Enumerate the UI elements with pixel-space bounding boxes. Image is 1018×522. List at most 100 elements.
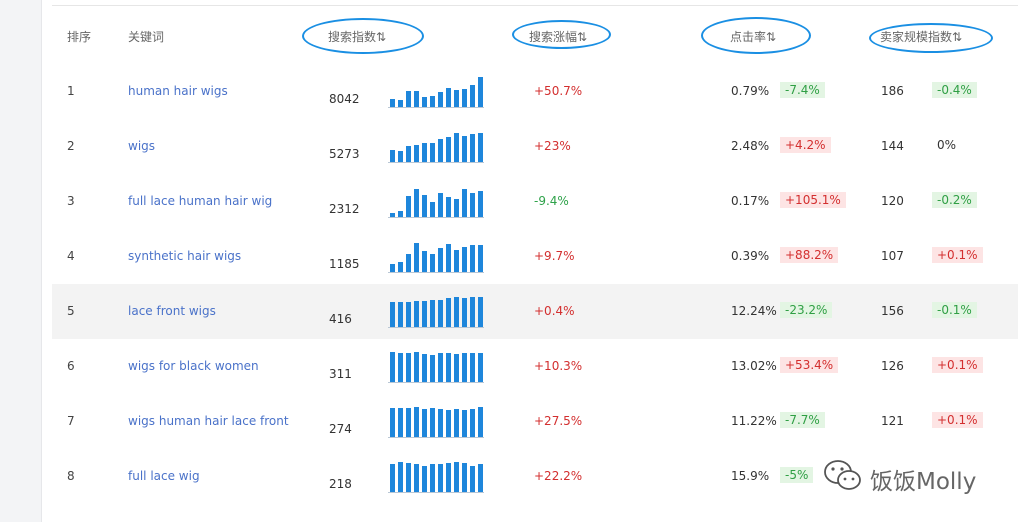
ctr-change-badge: -23.2% bbox=[780, 302, 833, 318]
divider bbox=[52, 5, 1018, 6]
sparkline-bar bbox=[446, 353, 451, 382]
sparkline bbox=[388, 407, 484, 438]
table-row: 7 wigs human hair lace front 274 +27.5% 11.2… bbox=[52, 394, 1018, 449]
sparkline bbox=[388, 243, 484, 273]
sparkline-bar bbox=[462, 247, 467, 272]
keyword-link[interactable]: full lace wig bbox=[128, 469, 200, 483]
search-growth-value: +9.7% bbox=[534, 249, 575, 263]
sparkline-bar bbox=[398, 353, 403, 382]
sparkline-bar bbox=[430, 202, 435, 217]
search-index-value: 2312 bbox=[329, 202, 360, 216]
header-rank: 排序 bbox=[67, 30, 92, 44]
search-growth-value: +50.7% bbox=[534, 84, 583, 98]
header-search-growth[interactable]: 搜索涨幅⇅ bbox=[529, 30, 588, 44]
sparkline-bar bbox=[414, 464, 419, 492]
table-row: 4 synthetic hair wigs 1185 +9.7% 0.39% +88.2%… bbox=[52, 229, 1018, 284]
table-row: 1 human hair wigs 8042 +50.7% 0.79% -7.4% 186 -… bbox=[52, 64, 1018, 119]
sparkline-bar bbox=[462, 463, 467, 492]
keyword-link[interactable]: wigs bbox=[128, 139, 156, 153]
sparkline-bar bbox=[438, 139, 443, 162]
keyword-link[interactable]: human hair wigs bbox=[128, 84, 228, 98]
header-seller-scale[interactable]: 卖家规模指数⇅ bbox=[880, 30, 963, 44]
sparkline-bar bbox=[406, 91, 411, 107]
sparkline-bar bbox=[398, 408, 403, 437]
sparkline-bar bbox=[438, 409, 443, 437]
seller-scale-value: 120 bbox=[881, 194, 904, 208]
seller-scale-value: 156 bbox=[881, 304, 904, 318]
header-keyword: 关键词 bbox=[128, 30, 165, 44]
sparkline-bar bbox=[470, 409, 475, 437]
sparkline-bar bbox=[422, 251, 427, 272]
sparkline-bar bbox=[414, 243, 419, 272]
seller-scale-change-badge: +0.1% bbox=[932, 412, 983, 428]
search-growth-value: +22.2% bbox=[534, 469, 583, 483]
seller-scale-value: 107 bbox=[881, 249, 904, 263]
search-growth-value: +10.3% bbox=[534, 359, 583, 373]
seller-scale-change-badge: +0.1% bbox=[932, 247, 983, 263]
watermark-text: 饭饭Molly bbox=[870, 469, 977, 495]
sparkline-bar bbox=[430, 464, 435, 492]
header-search-index[interactable]: 搜索指数⇅ bbox=[328, 30, 387, 44]
sparkline-bar bbox=[446, 463, 451, 492]
sparkline-bar bbox=[446, 410, 451, 437]
ctr-change-badge: +4.2% bbox=[780, 137, 831, 153]
sparkline-bar bbox=[478, 133, 483, 162]
sparkline-bar bbox=[438, 193, 443, 217]
sparkline-bar bbox=[390, 213, 395, 217]
sparkline-bar bbox=[422, 354, 427, 382]
sparkline-bar bbox=[478, 245, 483, 272]
sparkline-bar bbox=[470, 353, 475, 382]
sparkline-bar bbox=[422, 97, 427, 107]
keyword-link[interactable]: lace front wigs bbox=[128, 304, 216, 318]
ctr-value: 12.24% bbox=[731, 304, 777, 318]
rank-cell: 3 bbox=[67, 194, 75, 208]
wechat-icon bbox=[824, 460, 861, 490]
sparkline-bar bbox=[422, 409, 427, 437]
ctr-change-badge: -7.4% bbox=[780, 82, 825, 98]
seller-scale-change-badge: -0.2% bbox=[932, 192, 977, 208]
sparkline-bar bbox=[462, 410, 467, 437]
sparkline-bar bbox=[478, 353, 483, 382]
sparkline bbox=[388, 462, 484, 493]
keyword-link[interactable]: wigs human hair lace front bbox=[128, 414, 289, 428]
rank-cell: 2 bbox=[67, 139, 75, 153]
search-index-value: 416 bbox=[329, 312, 352, 326]
keyword-link[interactable]: synthetic hair wigs bbox=[128, 249, 242, 263]
search-index-value: 311 bbox=[329, 367, 352, 381]
sparkline-bar bbox=[406, 196, 411, 217]
keyword-link[interactable]: full lace human hair wig bbox=[128, 194, 273, 208]
ctr-value: 2.48% bbox=[731, 139, 770, 153]
sparkline-bar bbox=[422, 466, 427, 492]
sparkline-bar bbox=[390, 352, 395, 382]
sparkline-bar bbox=[406, 408, 411, 437]
sparkline-bar bbox=[446, 298, 451, 327]
rank-cell: 6 bbox=[67, 359, 75, 373]
sparkline-bar bbox=[430, 254, 435, 272]
sparkline-bar bbox=[462, 353, 467, 382]
rank-cell: 8 bbox=[67, 469, 75, 483]
ctr-value: 13.02% bbox=[731, 359, 777, 373]
sparkline-bar bbox=[454, 250, 459, 272]
sparkline-bar bbox=[478, 191, 483, 217]
keyword-link[interactable]: wigs for black women bbox=[128, 359, 259, 373]
sparkline-bar bbox=[446, 88, 451, 107]
sparkline-bar bbox=[414, 301, 419, 327]
sparkline-bar bbox=[430, 355, 435, 382]
search-growth-value: +23% bbox=[534, 139, 571, 153]
sparkline-bar bbox=[438, 300, 443, 327]
seller-scale-change-badge: -0.1% bbox=[932, 302, 977, 318]
sparkline-bar bbox=[470, 193, 475, 217]
header-ctr[interactable]: 点击率⇅ bbox=[730, 30, 777, 44]
sparkline-bar bbox=[430, 143, 435, 162]
sparkline-bar bbox=[462, 298, 467, 327]
rank-cell: 4 bbox=[67, 249, 75, 263]
search-growth-value: +27.5% bbox=[534, 414, 583, 428]
sparkline-bar bbox=[478, 407, 483, 437]
sparkline-bar bbox=[430, 300, 435, 327]
sparkline-bar bbox=[430, 408, 435, 437]
watermark: 饭饭Molly bbox=[820, 456, 995, 496]
sparkline-bar bbox=[454, 409, 459, 437]
sparkline-bar bbox=[406, 254, 411, 272]
sparkline-bar bbox=[470, 134, 475, 162]
sparkline-bar bbox=[470, 245, 475, 272]
